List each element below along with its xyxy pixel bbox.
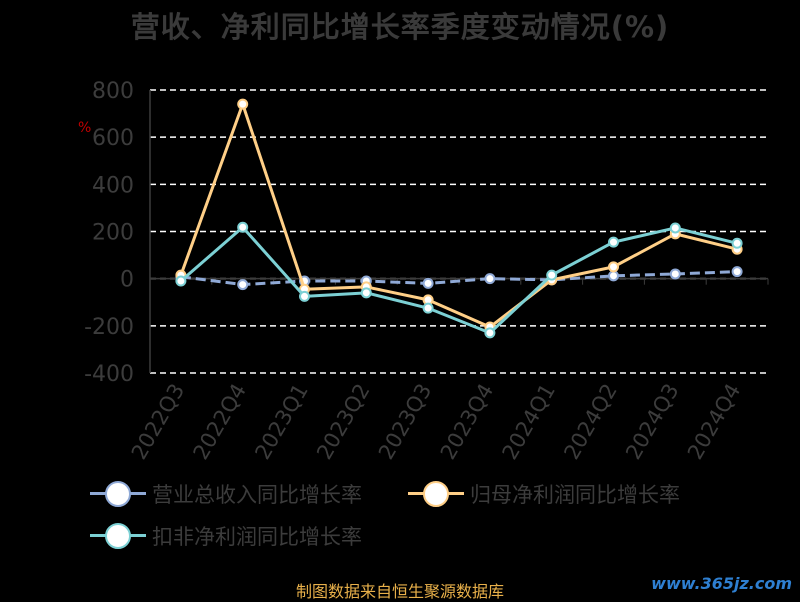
data-point (731, 237, 743, 249)
legend-key-revenue (90, 474, 146, 514)
y-unit-label: % (78, 120, 92, 136)
legend-item-deducted-profit[interactable]: 扣非净利润同比增长率 (90, 516, 362, 556)
y-tick-label: -200 (84, 315, 134, 340)
y-tick-label: 600 (92, 126, 134, 151)
x-tick-label: 2023Q3 (374, 379, 436, 463)
y-tick-label: 800 (92, 79, 134, 104)
data-source-note: 制图数据来自恒生聚源数据库 (295, 582, 504, 601)
series-line-0 (180, 270, 738, 287)
data-point (731, 266, 743, 278)
x-tick-label: 2024Q3 (621, 380, 683, 464)
data-point (484, 273, 496, 285)
y-tick-label: 400 (92, 173, 134, 198)
x-tick-label: 2024Q2 (559, 380, 621, 464)
data-point (669, 268, 681, 280)
data-point (237, 279, 249, 291)
legend-label-deducted-profit: 扣非净利润同比增长率 (152, 525, 362, 549)
y-tick-label: -400 (84, 362, 134, 387)
data-point (608, 261, 619, 273)
legend-label-revenue: 营业总收入同比增长率 (152, 483, 362, 507)
x-tick-label: 2023Q2 (312, 380, 374, 464)
x-tick-label: 2022Q4 (189, 380, 251, 464)
chart-title: 营收、净利同比增长率季度变动情况(%) (130, 10, 670, 44)
data-point (360, 287, 372, 299)
y-tick-label: 200 (92, 221, 134, 246)
x-tick-label: 2024Q1 (498, 380, 560, 464)
data-point (608, 236, 619, 248)
data-point (484, 327, 496, 339)
legend-key-deducted-profit (90, 516, 146, 556)
series-line-2 (179, 225, 738, 335)
data-point (546, 269, 558, 281)
x-tick-label: 2023Q4 (436, 380, 498, 464)
legend-label-net-profit: 归母净利润同比增长率 (470, 483, 680, 507)
series-line-1 (179, 102, 738, 329)
data-point (237, 221, 249, 233)
legend-key-net-profit (408, 474, 464, 514)
data-point (422, 277, 434, 289)
x-tick-label: 2024Q4 (683, 380, 745, 464)
x-tick-label: 2023Q1 (250, 380, 312, 464)
data-point (237, 98, 249, 110)
legend-item-revenue[interactable]: 营业总收入同比增长率 (90, 474, 362, 514)
y-tick-label: 0 (120, 268, 134, 293)
data-point (175, 275, 187, 287)
data-point (422, 302, 434, 314)
x-tick-label: 2022Q3 (127, 380, 189, 464)
legend-item-net-profit[interactable]: 归母净利润同比增长率 (408, 474, 680, 514)
data-point (608, 270, 619, 282)
watermark: www.365jz.com (651, 574, 792, 593)
data-point (299, 290, 310, 302)
data-point (669, 222, 681, 234)
